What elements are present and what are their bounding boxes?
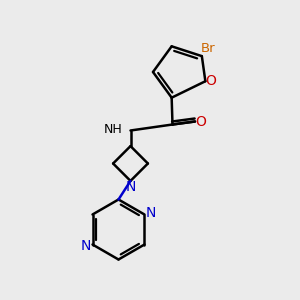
Text: NH: NH bbox=[103, 123, 122, 136]
Text: N: N bbox=[81, 239, 91, 253]
Text: O: O bbox=[195, 115, 206, 128]
Text: N: N bbox=[146, 206, 156, 220]
Text: Br: Br bbox=[200, 42, 215, 55]
Text: O: O bbox=[205, 74, 216, 88]
Text: N: N bbox=[125, 180, 136, 194]
